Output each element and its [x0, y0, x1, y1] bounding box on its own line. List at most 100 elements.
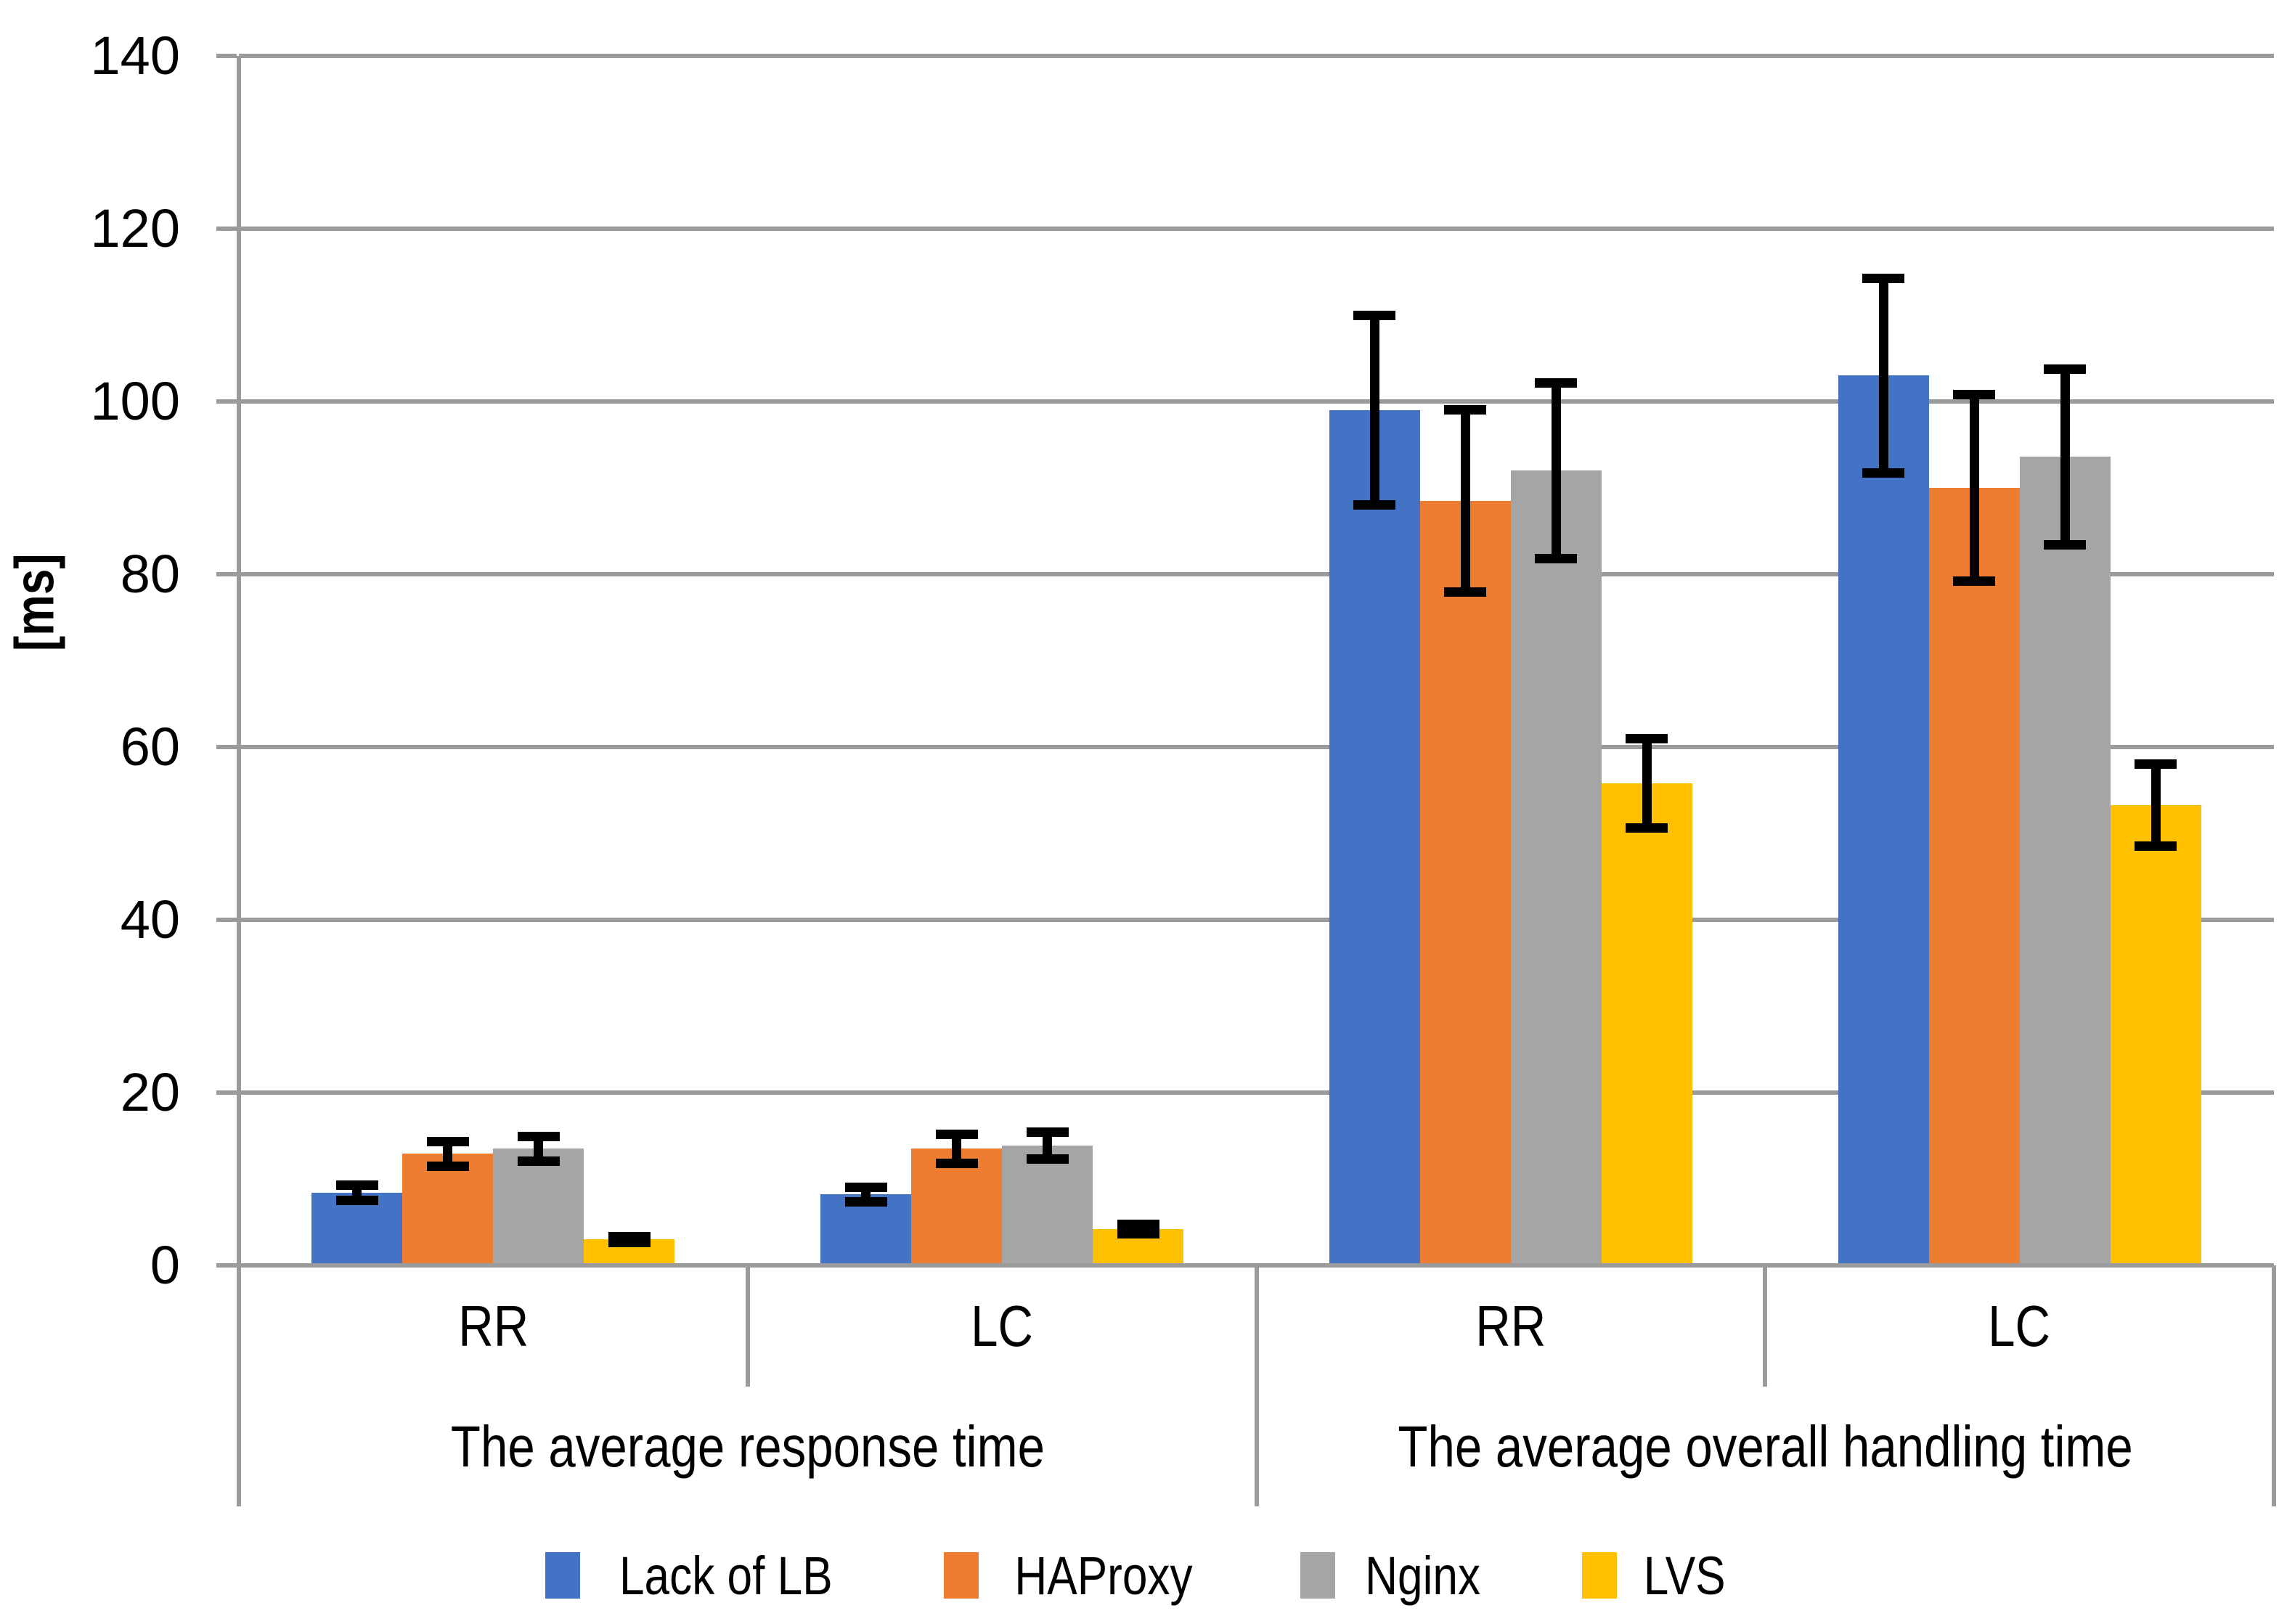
- bar-haproxy-lc-1: [911, 1148, 1003, 1265]
- legend-item-nginx: Nginx: [1300, 1545, 1491, 1607]
- error-bar-cap-bottom: [608, 1238, 651, 1248]
- legend-swatch-icon: [545, 1552, 581, 1599]
- axis-separator-right: [2272, 1265, 2276, 1506]
- subcategory-separator: [745, 1265, 750, 1387]
- y-tick-label: 40: [120, 889, 180, 950]
- y-tick-label: 120: [90, 198, 180, 258]
- error-bar-cap-bottom: [2135, 841, 2177, 851]
- error-bar: [1369, 315, 1379, 505]
- error-bar-cap-top: [1953, 390, 1996, 400]
- y-tick-label: 20: [120, 1062, 180, 1122]
- gridline: [239, 745, 2274, 749]
- legend-label: Nginx: [1365, 1545, 1481, 1606]
- error-bar-cap-top: [1117, 1220, 1159, 1230]
- legend-label: HAProxy: [1014, 1545, 1193, 1606]
- error-bar-cap-top: [1862, 273, 1905, 283]
- error-bar-cap-top: [1353, 311, 1396, 320]
- gridline: [239, 572, 2274, 576]
- y-tick-label: 0: [150, 1235, 180, 1295]
- bar-lack-of-lb-lc-3: [1838, 375, 1929, 1265]
- bar-nginx-lc-3: [2019, 457, 2111, 1265]
- legend-swatch-icon: [1300, 1552, 1336, 1599]
- gridline: [239, 54, 2274, 58]
- error-bar: [1642, 738, 1652, 828]
- legend-swatch-icon: [944, 1552, 979, 1599]
- error-bar-cap-top: [517, 1131, 560, 1141]
- legend-swatch-icon: [1582, 1552, 1618, 1599]
- bar-nginx-rr-0: [493, 1148, 584, 1265]
- error-bar-cap-top: [1535, 378, 1578, 388]
- y-axis-tick: [216, 399, 237, 404]
- group-label-text: The average response time: [450, 1413, 1045, 1479]
- error-bar-cap-top: [844, 1182, 887, 1192]
- group-label-0: The average response time: [239, 1413, 1257, 1480]
- legend: Lack of LB HAProxy Nginx LVS: [0, 1539, 2279, 1612]
- error-bar-cap-bottom: [1626, 823, 1668, 833]
- y-axis-tick: [216, 54, 237, 58]
- error-bar-cap-bottom: [426, 1162, 469, 1172]
- legend-label: LVS: [1643, 1545, 1726, 1606]
- error-bar-cap-top: [2044, 364, 2087, 374]
- bar-lvs-lc-3: [2110, 804, 2201, 1265]
- error-bar: [1551, 382, 1561, 559]
- error-bar-cap-bottom: [1862, 468, 1905, 478]
- subcategory-separator: [1763, 1265, 1768, 1387]
- legend-item-haproxy: HAProxy: [944, 1545, 1210, 1607]
- bar-haproxy-rr-2: [1419, 500, 1511, 1265]
- y-tick-label: 80: [120, 544, 180, 604]
- error-bar: [2060, 368, 2070, 545]
- y-axis-tick: [216, 745, 237, 749]
- error-bar-cap-top: [1626, 734, 1668, 744]
- error-bar: [534, 1135, 544, 1162]
- legend-item-lvs: LVS: [1582, 1545, 1733, 1607]
- category-label-text: LC: [1988, 1293, 2051, 1358]
- bar-nginx-rr-2: [1510, 470, 1602, 1265]
- bar-lack-of-lb-rr-2: [1329, 409, 1420, 1265]
- gridline: [239, 918, 2274, 922]
- category-label-text: RR: [457, 1293, 529, 1358]
- group-label-1: The average overall handling time: [1257, 1413, 2275, 1480]
- category-label-rr-2: RR: [1257, 1293, 1766, 1360]
- error-bar-cap-top: [1026, 1127, 1069, 1137]
- error-bar-cap-bottom: [935, 1158, 978, 1168]
- error-bar-cap-top: [1444, 404, 1487, 415]
- error-bar: [952, 1134, 962, 1164]
- y-tick-label: 100: [90, 371, 180, 431]
- category-label-text: RR: [1475, 1293, 1546, 1358]
- error-bar: [2150, 763, 2161, 846]
- error-bar-cap-bottom: [1444, 587, 1487, 597]
- y-tick-label: 60: [120, 717, 180, 777]
- error-bar: [1969, 394, 1979, 582]
- gridline: [239, 227, 2274, 231]
- axis-separator-left: [237, 56, 241, 1506]
- gridline: [239, 1090, 2274, 1095]
- error-bar-cap-bottom: [2044, 539, 2087, 550]
- group-label-text: The average overall handling time: [1398, 1413, 2133, 1479]
- error-bar-cap-bottom: [844, 1197, 887, 1207]
- category-label-text: LC: [971, 1293, 1034, 1358]
- error-bar-cap-bottom: [1353, 499, 1396, 510]
- bar-haproxy-lc-3: [1928, 488, 2020, 1265]
- error-bar-cap-bottom: [335, 1195, 378, 1205]
- category-label-rr-0: RR: [239, 1293, 748, 1360]
- category-label-lc-3: LC: [1765, 1293, 2274, 1360]
- legend-item-lack-of-lb: Lack of LB: [545, 1545, 853, 1607]
- y-axis-tick: [216, 1090, 237, 1095]
- y-axis-tick: [216, 1263, 237, 1268]
- gridline: [239, 399, 2274, 404]
- y-axis-tick: [216, 227, 237, 231]
- error-bar-cap-top: [426, 1136, 469, 1146]
- bar-lvs-rr-2: [1601, 783, 1692, 1265]
- bar-nginx-lc-1: [1002, 1145, 1093, 1265]
- bar-haproxy-rr-0: [402, 1154, 494, 1265]
- error-bar-cap-top: [335, 1180, 378, 1191]
- y-tick-label: 140: [90, 25, 180, 86]
- error-bar-cap-bottom: [1953, 576, 1996, 586]
- error-bar-cap-bottom: [1117, 1228, 1159, 1239]
- error-bar-cap-bottom: [517, 1156, 560, 1167]
- error-bar: [443, 1141, 453, 1167]
- category-label-lc-1: LC: [748, 1293, 1257, 1360]
- y-axis-tick: [216, 572, 237, 576]
- axis-separator-middle: [1254, 1265, 1259, 1506]
